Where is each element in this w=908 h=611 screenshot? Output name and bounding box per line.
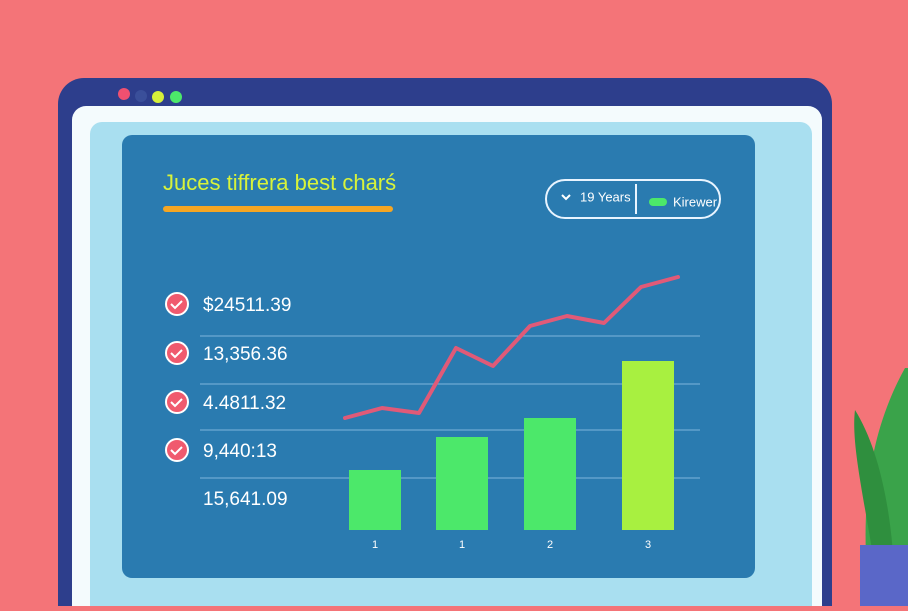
list-value: 15,641.09 bbox=[203, 489, 288, 510]
toggle-swatch bbox=[649, 198, 667, 206]
list-value: 13,356.36 bbox=[203, 344, 288, 365]
list-value: 4.4811.32 bbox=[203, 393, 286, 414]
dropdown-icon bbox=[561, 194, 571, 201]
x-tick-label: 1 bbox=[459, 539, 465, 551]
dashboard-title: Juces tiffrera best charś bbox=[163, 170, 396, 195]
bar bbox=[436, 437, 488, 530]
check-mark bbox=[170, 398, 183, 408]
list-value: 9,440:13 bbox=[203, 441, 277, 462]
value-list: $24511.39 13,356.36 4.4811.32 9,440:13 15,64… bbox=[165, 292, 291, 510]
title-underline bbox=[163, 206, 393, 212]
check-mark bbox=[170, 300, 183, 310]
check-mark bbox=[170, 349, 183, 359]
window-dot bbox=[135, 90, 147, 102]
x-tick-label: 1 bbox=[372, 539, 378, 551]
x-tick-label: 3 bbox=[645, 539, 651, 551]
period-select[interactable]: 19 Years bbox=[580, 189, 631, 204]
bar bbox=[524, 418, 576, 530]
toggle-label[interactable]: Kirewer bbox=[673, 194, 718, 209]
bar bbox=[349, 470, 401, 530]
trend-line bbox=[343, 275, 680, 420]
list-value: $24511.39 bbox=[203, 295, 291, 316]
window-dot bbox=[118, 88, 130, 100]
window-dot bbox=[170, 91, 182, 103]
bar bbox=[622, 361, 674, 530]
chart: 1 1 2 3 bbox=[343, 275, 680, 551]
check-mark bbox=[170, 446, 183, 456]
check-icon bbox=[165, 390, 189, 414]
check-icon bbox=[165, 341, 189, 365]
dashboard-panel bbox=[122, 135, 755, 578]
control-pill[interactable] bbox=[545, 179, 721, 219]
check-icon bbox=[165, 438, 189, 462]
window-dot bbox=[152, 91, 164, 103]
x-tick-label: 2 bbox=[547, 539, 553, 551]
plant-pot bbox=[860, 545, 908, 606]
check-icon bbox=[165, 292, 189, 316]
